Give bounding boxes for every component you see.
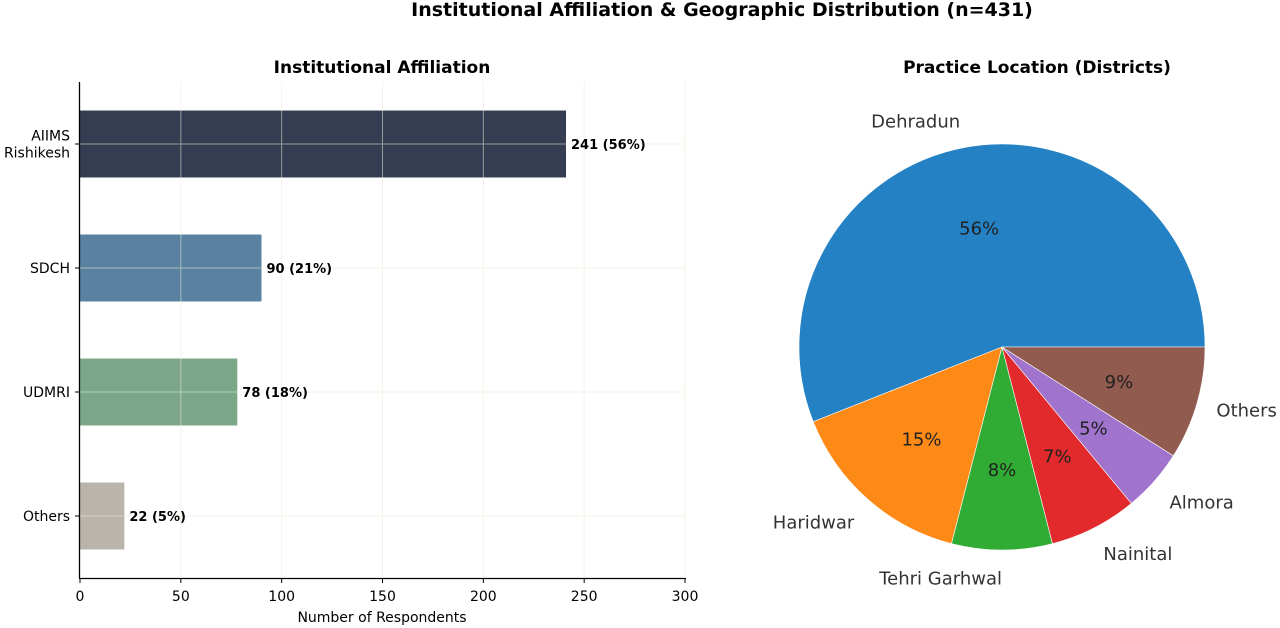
pie-category-label: Nainital [1103, 544, 1172, 565]
bar-chart-x-tick-label: 50 [172, 589, 190, 605]
pie-category-label: Dehradun [871, 112, 960, 133]
bar-chart-x-tick-label: 250 [571, 589, 598, 605]
pie-chart-labels: 56% Dehradun 15% Haridwar 8% Tehri Garhwal 7% N… [773, 112, 1277, 590]
pie-category-label: Almora [1169, 493, 1233, 514]
pie-percent-label: 7% [1043, 447, 1072, 468]
bar-chart-data-labels: 241 (56%) 90 (21%) 78 (18%) 22 (5%) [129, 138, 645, 525]
figure-suptitle: Institutional Affiliation & Geographic D… [411, 0, 1033, 21]
bar-chart-x-axis-label: Number of Respondents [297, 610, 466, 626]
pie-percent-label: 56% [959, 218, 999, 239]
pie-slice [951, 346, 1053, 551]
bar-chart-y-tick-label: Others [23, 509, 70, 525]
bar-data-label: 78 (18%) [242, 386, 308, 401]
pie-percent-label: 8% [988, 460, 1017, 481]
pie-category-label: Others [1216, 400, 1277, 421]
bar-chart-y-tick-label: AIIMS Rishikesh [4, 129, 70, 162]
pie-percent-label: 9% [1105, 372, 1134, 393]
bar-data-label: 90 (21%) [267, 262, 333, 277]
pie-slice [798, 143, 1206, 423]
pie-chart-title: Practice Location (Districts) [903, 58, 1171, 78]
pie-percent-label: 15% [901, 429, 941, 450]
bar-chart-y-tick-label: UDMRI [23, 385, 70, 401]
bar-chart-x-tick-label: 200 [470, 589, 497, 605]
pie-slice [1000, 346, 1206, 457]
bar-chart-y-tick-labels: AIIMS Rishikesh SDCH UDMRI Others [4, 129, 80, 525]
bar-chart-x-tick-label: 0 [76, 589, 85, 605]
pie-chart-practice-location: Practice Location (Districts) 56% Dehradu… [773, 58, 1277, 589]
bar-chart-institutional-affiliation: Institutional Affiliation AIIMS Rishikesh… [4, 58, 698, 626]
pie-percent-label: 5% [1079, 419, 1108, 440]
bar-data-label: 22 (5%) [129, 510, 186, 525]
pie-category-label: Haridwar [773, 512, 855, 533]
bar-chart-x-tick-label: 300 [672, 589, 699, 605]
pie-chart-slices [798, 143, 1206, 551]
bar-chart-x-ticks: 0 50 100 150 200 250 300 [76, 578, 699, 605]
bar-chart-title: Institutional Affiliation [274, 58, 491, 78]
bar-chart-x-tick-label: 150 [369, 589, 396, 605]
bar-data-label: 241 (56%) [571, 138, 646, 153]
bar-chart-x-tick-label: 100 [268, 589, 295, 605]
pie-category-label: Tehri Garhwal [878, 568, 1002, 589]
pie-slice [812, 346, 1003, 544]
bar-chart-y-tick-label: SDCH [30, 261, 70, 277]
bar-chart-grid [80, 82, 686, 578]
bar-chart-bars [80, 110, 567, 550]
